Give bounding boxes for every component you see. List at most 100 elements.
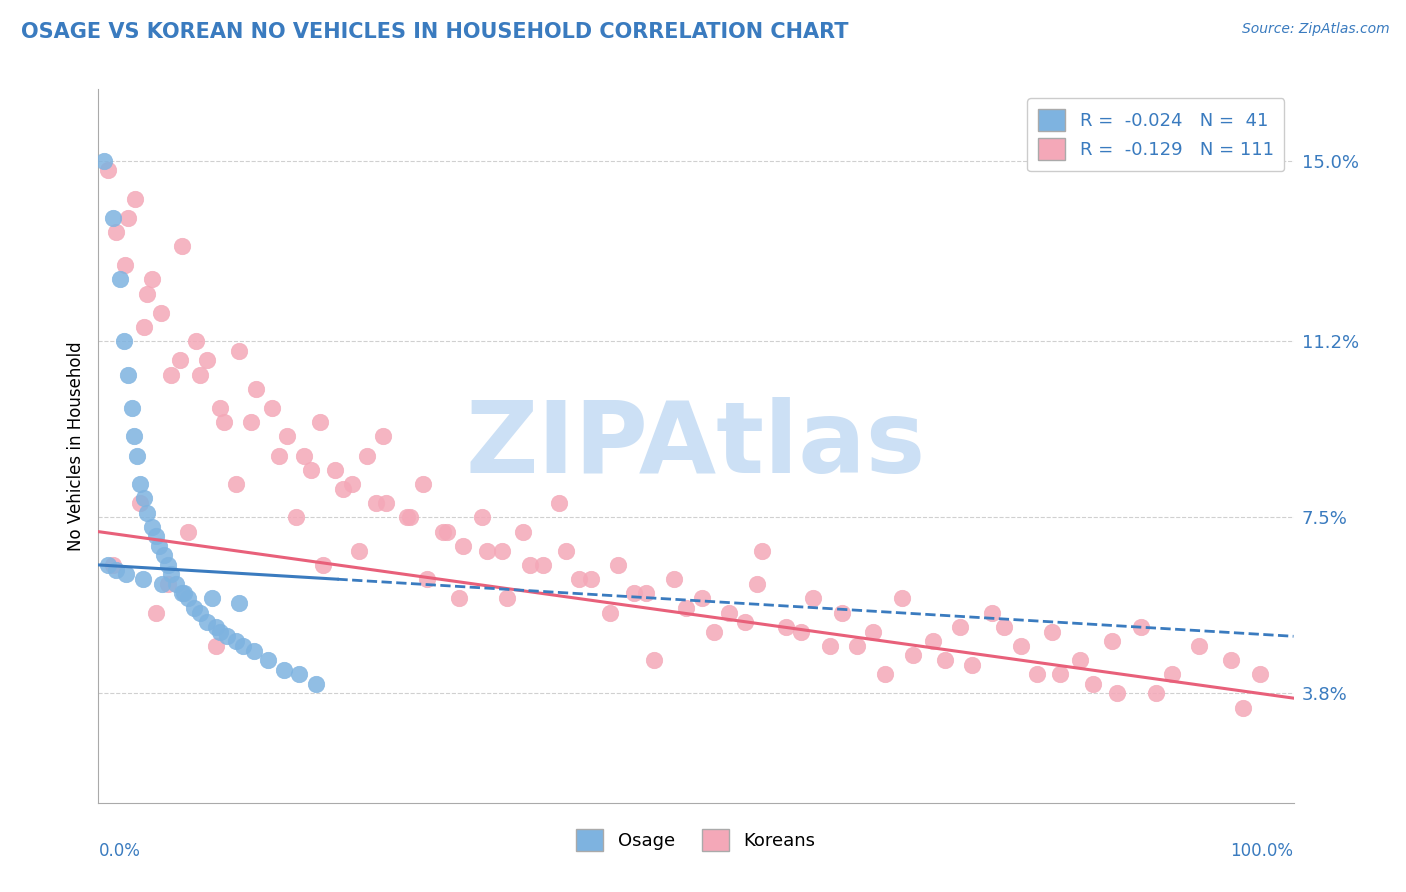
Point — [890, 591, 912, 606]
Point — [232, 639, 254, 653]
Point — [1249, 667, 1271, 681]
Point — [1160, 667, 1182, 681]
Point — [703, 624, 725, 639]
Point — [284, 510, 307, 524]
Point — [801, 591, 824, 606]
Point — [831, 606, 853, 620]
Point — [496, 591, 519, 606]
Point — [993, 620, 1015, 634]
Point — [145, 529, 167, 543]
Point — [305, 677, 328, 691]
Point — [117, 368, 139, 382]
Point — [204, 620, 226, 634]
Point — [347, 543, 370, 558]
Point — [308, 415, 330, 429]
Point — [209, 624, 232, 639]
Point — [172, 239, 194, 253]
Point — [531, 558, 554, 572]
Point — [718, 606, 741, 620]
Point — [323, 463, 346, 477]
Point — [105, 225, 128, 239]
Point — [124, 192, 146, 206]
Point — [399, 510, 422, 524]
Point — [132, 491, 155, 506]
Point — [395, 510, 418, 524]
Point — [132, 320, 155, 334]
Point — [145, 606, 167, 620]
Point — [276, 429, 298, 443]
Point — [981, 606, 1004, 620]
Point — [225, 477, 247, 491]
Point — [449, 591, 471, 606]
Point — [846, 639, 869, 653]
Point — [1129, 620, 1152, 634]
Point — [93, 153, 115, 168]
Point — [186, 334, 208, 349]
Point — [873, 667, 896, 681]
Point — [141, 520, 163, 534]
Point — [568, 572, 591, 586]
Point — [105, 563, 128, 577]
Point — [169, 353, 191, 368]
Point — [1220, 653, 1243, 667]
Y-axis label: No Vehicles in Household: No Vehicles in Household — [66, 341, 84, 551]
Point — [1144, 686, 1167, 700]
Point — [412, 477, 434, 491]
Point — [751, 543, 773, 558]
Point — [949, 620, 972, 634]
Point — [97, 163, 120, 178]
Point — [245, 382, 267, 396]
Point — [934, 653, 956, 667]
Point — [117, 211, 139, 225]
Point — [273, 663, 295, 677]
Point — [512, 524, 534, 539]
Point — [225, 634, 247, 648]
Point — [131, 572, 153, 586]
Point — [1069, 653, 1091, 667]
Point — [862, 624, 884, 639]
Point — [228, 596, 250, 610]
Point — [101, 558, 124, 572]
Point — [212, 415, 235, 429]
Point — [121, 401, 143, 415]
Point — [177, 524, 200, 539]
Point — [217, 629, 239, 643]
Point — [921, 634, 943, 648]
Point — [818, 639, 841, 653]
Point — [114, 258, 136, 272]
Point — [607, 558, 630, 572]
Point — [356, 449, 378, 463]
Point — [451, 539, 474, 553]
Point — [340, 477, 363, 491]
Text: ZIPAtlas: ZIPAtlas — [465, 398, 927, 494]
Point — [475, 543, 498, 558]
Point — [491, 543, 513, 558]
Point — [599, 606, 621, 620]
Point — [183, 600, 205, 615]
Point — [165, 577, 187, 591]
Point — [260, 401, 283, 415]
Point — [690, 591, 713, 606]
Point — [136, 506, 159, 520]
Point — [240, 415, 263, 429]
Point — [195, 353, 218, 368]
Point — [257, 653, 280, 667]
Point — [172, 586, 194, 600]
Point — [1081, 677, 1104, 691]
Point — [790, 624, 813, 639]
Point — [125, 449, 148, 463]
Point — [136, 286, 159, 301]
Point — [173, 586, 195, 600]
Point — [267, 449, 290, 463]
Point — [903, 648, 925, 663]
Point — [1049, 667, 1071, 681]
Point — [115, 567, 138, 582]
Point — [97, 558, 120, 572]
Point — [129, 496, 152, 510]
Text: 100.0%: 100.0% — [1230, 842, 1294, 860]
Point — [156, 577, 179, 591]
Point — [292, 449, 315, 463]
Point — [623, 586, 645, 600]
Point — [634, 586, 657, 600]
Point — [312, 558, 335, 572]
